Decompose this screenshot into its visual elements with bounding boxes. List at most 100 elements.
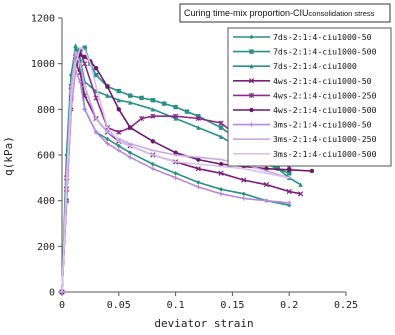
legend-item: 4ws-2:1:4-ciu1000-250 — [233, 90, 377, 100]
data-point — [173, 104, 178, 110]
x-axis-label: deviator strain — [154, 317, 253, 330]
data-point — [286, 188, 292, 195]
chart-title: Curing time-mix proportion-CIUconsolidat… — [184, 8, 375, 18]
data-point — [162, 101, 167, 106]
x-tick-label: 0.15 — [220, 300, 244, 311]
data-point — [116, 129, 122, 135]
x-tick-label: 0.1 — [167, 300, 185, 311]
data-point — [241, 191, 246, 197]
data-point — [287, 200, 292, 206]
x-tick-label: 0.2 — [280, 300, 298, 311]
data-point — [264, 166, 269, 171]
x-ticks: 0 0.05 0.1 0.15 0.2 0.25 — [59, 292, 358, 311]
data-point — [116, 107, 122, 112]
data-point — [68, 72, 74, 78]
data-point — [82, 61, 88, 67]
data-point — [297, 191, 304, 197]
data-point — [241, 196, 246, 201]
legend-marker — [249, 122, 254, 127]
y-ticks: 0 200 400 600 800 1000 1200 — [31, 14, 62, 299]
legend-item: 4ws-2:1:4-ciu1000-500 — [233, 105, 377, 115]
data-point — [93, 129, 99, 135]
data-point — [150, 161, 156, 167]
data-point — [264, 198, 269, 203]
data-point — [173, 150, 178, 155]
legend-label: 7ds-2:1:4-ciu1000-500 — [273, 47, 377, 57]
data-point — [127, 100, 133, 105]
data-point — [196, 180, 201, 185]
data-point — [173, 116, 178, 121]
legend-marker — [248, 92, 255, 98]
legend-label: 4ws-2:1:4-ciu1000-50 — [273, 76, 372, 86]
legend: 7ds-2:1:4-ciu1000-50 7ds-2:1:4-ciu1000-50… — [227, 27, 392, 167]
data-point — [196, 113, 201, 119]
data-point — [218, 120, 224, 126]
data-point — [218, 191, 224, 197]
data-point — [218, 161, 224, 167]
data-point — [309, 168, 315, 174]
y-tick-label: 1000 — [31, 59, 55, 70]
data-point — [116, 143, 121, 149]
data-point — [105, 93, 110, 98]
legend-items: 7ds-2:1:4-ciu1000-50 7ds-2:1:4-ciu1000-50… — [233, 32, 377, 159]
data-point — [116, 148, 121, 153]
series-9 — [61, 46, 290, 293]
y-tick-label: 200 — [37, 242, 55, 253]
legend-item: 4ws-2:1:4-ciu1000-50 — [233, 76, 372, 86]
data-point — [184, 109, 190, 114]
data-point — [241, 177, 247, 183]
legend-marker — [249, 49, 254, 54]
data-point — [139, 95, 144, 101]
legend-marker — [249, 64, 254, 69]
data-point — [263, 182, 270, 188]
data-point — [105, 84, 110, 89]
legend-label: 4ws-2:1:4-ciu1000-250 — [273, 90, 377, 100]
legend-label: 3ms-2:1:4-ciu1000-250 — [273, 134, 377, 144]
data-point — [150, 113, 156, 119]
data-point — [150, 98, 156, 103]
legend-marker — [249, 107, 254, 113]
data-point — [93, 66, 99, 71]
data-point — [196, 184, 201, 190]
data-point — [82, 54, 87, 60]
data-point — [218, 187, 224, 192]
data-point — [287, 167, 292, 173]
legend-item: 3ms-2:1:4-ciu1000-500 — [233, 149, 377, 159]
data-point — [82, 107, 87, 112]
data-point — [138, 115, 145, 122]
data-point — [195, 115, 201, 122]
legend-item: 7ds-2:1:4-ciu1000-500 — [233, 47, 377, 57]
legend-marker — [248, 78, 255, 84]
data-point — [64, 152, 69, 158]
legend-label: 4ws-2:1:4-ciu1000-500 — [273, 105, 377, 115]
data-point — [77, 79, 83, 85]
data-point — [218, 134, 224, 139]
data-point — [116, 98, 121, 103]
data-point — [127, 155, 133, 160]
legend-label: 3ms-2:1:4-ciu1000-500 — [273, 149, 377, 159]
x-tick-label: 0 — [59, 300, 65, 311]
data-point — [82, 45, 87, 50]
y-tick-label: 600 — [37, 151, 55, 162]
data-point — [287, 203, 292, 208]
data-point — [127, 93, 133, 98]
legend-marker — [249, 34, 254, 40]
data-point — [218, 125, 224, 130]
x-tick-label: 0.05 — [107, 300, 131, 311]
data-point — [150, 107, 156, 112]
y-tick-label: 400 — [37, 196, 55, 207]
data-point — [105, 141, 110, 146]
data-point — [93, 95, 99, 101]
y-tick-label: 800 — [37, 105, 55, 116]
data-point — [218, 170, 224, 176]
data-point — [173, 113, 179, 119]
chart-title-box: Curing time-mix proportion-CIUconsolidat… — [179, 3, 391, 23]
data-point — [195, 166, 201, 172]
data-point — [196, 125, 201, 130]
series-line — [61, 46, 290, 293]
data-point — [173, 175, 178, 181]
data-point — [93, 72, 99, 78]
y-tick-label: 1200 — [31, 14, 55, 25]
data-point — [127, 150, 133, 155]
